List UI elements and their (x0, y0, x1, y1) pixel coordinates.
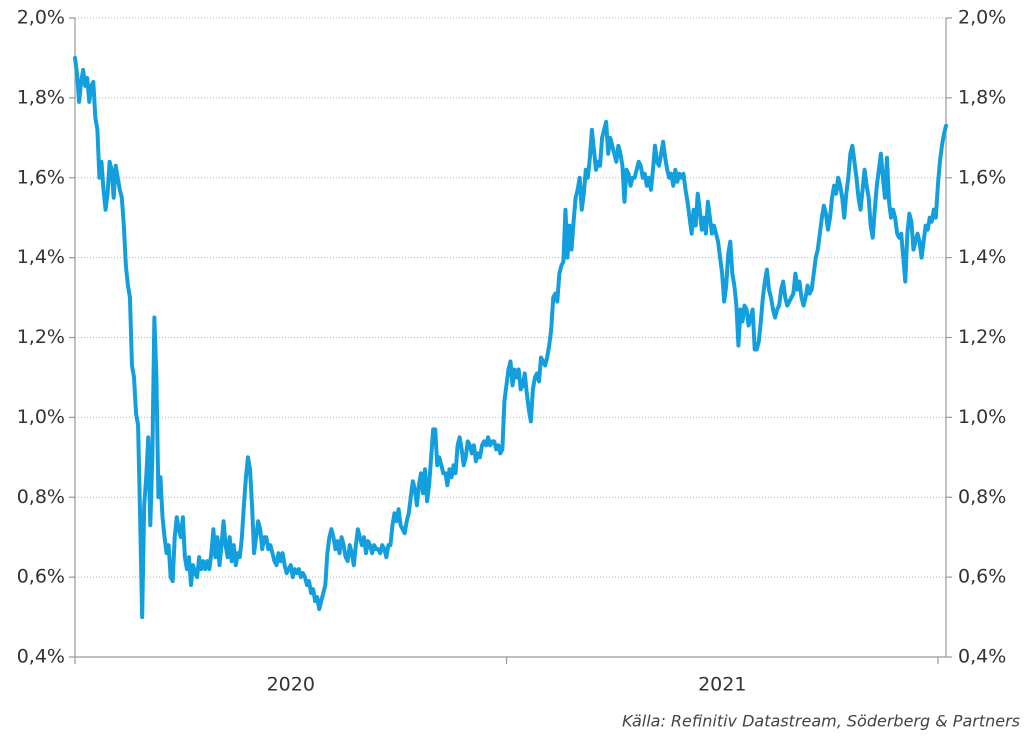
y-tick-label: 0,8% (17, 486, 65, 508)
y-tick-label: 1,4% (17, 246, 65, 268)
y-tick-label: 1,2% (17, 326, 65, 348)
y-tick-label: 1,0% (17, 406, 65, 428)
y2-tick-label: 0,8% (958, 486, 1006, 508)
data-line (73, 55, 948, 620)
y-tick-label: 0,4% (17, 646, 65, 668)
y2-tick-label: 0,4% (958, 646, 1006, 668)
y2-tick-label: 0,6% (958, 566, 1006, 588)
y2-tick-label: 1,8% (958, 86, 1006, 108)
y-tick-label: 0,6% (17, 566, 65, 588)
source-note: Källa: Refinitiv Datastream, Söderberg &… (622, 712, 1020, 731)
y-tick-label: 1,8% (17, 86, 65, 108)
x-tick-label: 2020 (267, 674, 315, 696)
y2-tick-label: 1,4% (958, 246, 1006, 268)
y2-tick-label: 2,0% (958, 7, 1006, 29)
y2-tick-label: 1,6% (958, 166, 1006, 188)
y-tick-label: 1,6% (17, 166, 65, 188)
x-tick-label: 2021 (698, 674, 746, 696)
y2-tick-label: 1,0% (958, 406, 1006, 428)
y2-tick-label: 1,2% (958, 326, 1006, 348)
y-tick-label: 2,0% (17, 7, 65, 29)
